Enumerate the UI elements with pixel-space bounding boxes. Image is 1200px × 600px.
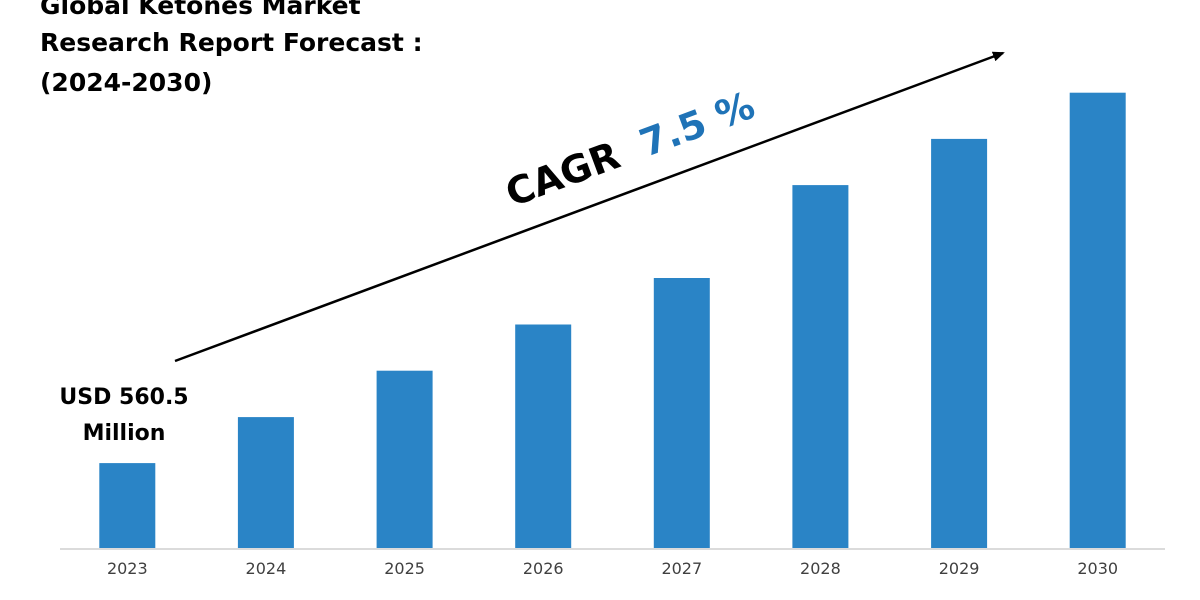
bar-2025 [376,370,433,548]
bar-2023 [99,463,156,548]
x-tick-label-2028: 2028 [800,559,841,578]
chart-title-line-2: Research Report Forecast : [40,28,423,57]
x-tick-label-2024: 2024 [246,559,287,578]
bars-group [99,92,1126,548]
x-tick-label-2023: 2023 [107,559,148,578]
bar-2030 [1069,92,1126,548]
bar-2028 [792,185,849,548]
x-tick-label-2029: 2029 [939,559,980,578]
x-tick-label-2027: 2027 [661,559,702,578]
cagr-value: 7.5 % [634,83,761,166]
start-unit-annotation: Million [83,421,166,446]
chart-title-line-3: (2024-2030) [40,68,212,97]
chart-title-line-1: Global Ketones Market [40,0,361,20]
x-tick-label-2026: 2026 [523,559,564,578]
bar-2027 [653,278,710,548]
x-tick-label-2030: 2030 [1077,559,1118,578]
x-tick-label-2025: 2025 [384,559,425,578]
bar-2026 [515,324,572,548]
trend-arrow [174,51,1005,363]
x-tick-labels: 2023 2024 2025 2026 2027 2028 2029 2030 [107,559,1118,578]
start-value-annotation: USD 560.5 [59,385,188,410]
cagr-annotation: CAGR 7.5 % [500,83,761,215]
bar-2024 [237,417,294,548]
bar-2029 [931,138,988,548]
cagr-label: CAGR [500,133,626,215]
